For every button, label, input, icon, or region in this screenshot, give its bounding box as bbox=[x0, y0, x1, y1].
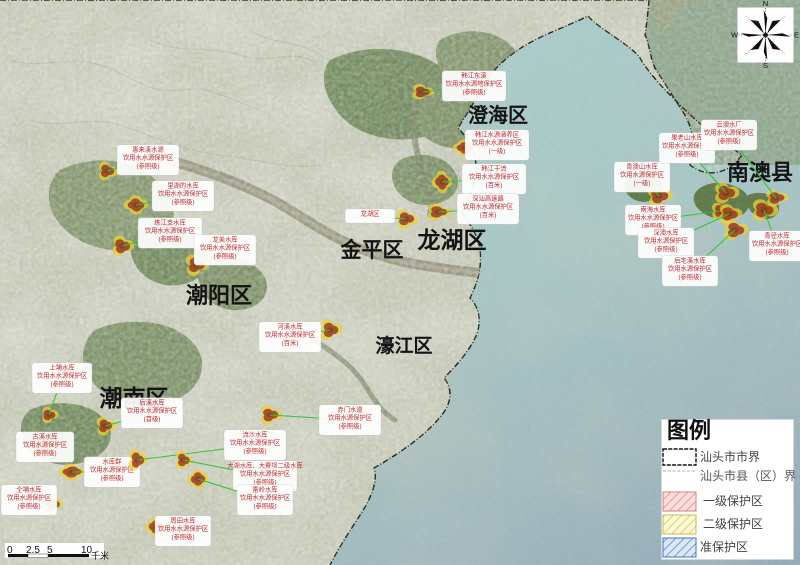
svg-text:饮用水水源地保护区: 饮用水水源地保护区 bbox=[446, 79, 503, 88]
svg-text:二级保护区: 二级保护区 bbox=[703, 517, 763, 531]
svg-text:饮用水源保护区: 饮用水源保护区 bbox=[644, 236, 688, 245]
svg-text:果老山水库: 果老山水库 bbox=[671, 132, 702, 141]
svg-text:(参照级): (参照级) bbox=[253, 477, 276, 486]
svg-text:(参照级): (参照级) bbox=[171, 532, 194, 541]
svg-text:(参照级): (参照级) bbox=[243, 446, 266, 455]
svg-text:(参照级): (参照级) bbox=[765, 247, 788, 256]
svg-text:汕头市市界: 汕头市市界 bbox=[700, 449, 760, 464]
svg-text:(一级): (一级) bbox=[489, 146, 506, 155]
svg-text:(参照级): (参照级) bbox=[253, 501, 276, 510]
svg-text:后宅溪水库: 后宅溪水库 bbox=[674, 255, 705, 264]
svg-text:(参照级): (参照级) bbox=[158, 234, 181, 243]
svg-text:千米: 千米 bbox=[91, 550, 109, 561]
svg-text:饮用水水源保护区: 饮用水水源保护区 bbox=[265, 330, 315, 339]
svg-text:饮用水水源保护区: 饮用水水源保护区 bbox=[158, 524, 208, 533]
svg-text:(参照级): (参照级) bbox=[171, 197, 194, 206]
svg-text:饮用水源保护区: 饮用水源保护区 bbox=[7, 493, 51, 502]
svg-text:(百米): (百米) bbox=[486, 180, 503, 189]
svg-text:S: S bbox=[763, 61, 768, 70]
svg-text:(百米): (百米) bbox=[282, 338, 299, 347]
svg-text:澄海区: 澄海区 bbox=[468, 103, 528, 127]
svg-text:(参照级): (参照级) bbox=[678, 272, 701, 281]
svg-text:饮用水水源保护区: 饮用水水源保护区 bbox=[127, 406, 177, 415]
svg-text:N: N bbox=[763, 0, 768, 8]
svg-text:饮用水水源保护区: 饮用水水源保护区 bbox=[469, 172, 519, 181]
svg-text:(参照级): (参照级) bbox=[136, 161, 159, 170]
svg-text:饮用水源保护区: 饮用水源保护区 bbox=[328, 413, 372, 422]
svg-text:E: E bbox=[794, 31, 799, 40]
svg-text:云澳水厂: 云澳水厂 bbox=[716, 119, 741, 128]
svg-text:(参照级): (参照级) bbox=[717, 136, 740, 145]
svg-text:南澳县: 南澳县 bbox=[727, 160, 793, 185]
svg-text:韩江干流: 韩江干流 bbox=[481, 163, 507, 172]
svg-text:(参照级): (参照级) bbox=[33, 448, 56, 457]
svg-text:(参照级): (参照级) bbox=[654, 244, 677, 253]
svg-text:饮用水源保护区: 饮用水源保护区 bbox=[90, 465, 134, 474]
svg-text:饮用水水源保护区: 饮用水水源保护区 bbox=[230, 438, 280, 447]
svg-text:龙湖区: 龙湖区 bbox=[418, 227, 487, 253]
svg-text:(一级): (一级) bbox=[634, 178, 651, 187]
svg-text:韩江东溪: 韩江东溪 bbox=[461, 70, 487, 79]
svg-text:(参照级): (参照级) bbox=[462, 87, 485, 96]
svg-text:饮用水水源保护区: 饮用水水源保护区 bbox=[37, 371, 87, 380]
svg-text:饮用水水源保护区: 饮用水水源保护区 bbox=[704, 128, 754, 137]
svg-text:饮用水水源保护区: 饮用水水源保护区 bbox=[158, 189, 208, 198]
svg-text:赤门水道: 赤门水道 bbox=[337, 404, 363, 413]
svg-text:饮用水源保护区: 饮用水源保护区 bbox=[23, 440, 67, 449]
svg-text:饮用水水源保护区: 饮用水水源保护区 bbox=[628, 213, 678, 222]
svg-text:龙湖区: 龙湖区 bbox=[361, 209, 380, 218]
svg-text:图例: 图例 bbox=[667, 418, 711, 443]
svg-text:后溪水库: 后溪水库 bbox=[139, 397, 164, 406]
svg-text:(首级): (首级) bbox=[144, 414, 161, 423]
svg-text:汕头市县（区）界: 汕头市县（区）界 bbox=[700, 468, 796, 483]
svg-text:饮用水水源保护区: 饮用水水源保护区 bbox=[200, 243, 250, 252]
svg-text:饮用水水源保护区: 饮用水水源保护区 bbox=[472, 138, 522, 147]
svg-text:流沙水库: 流沙水库 bbox=[242, 429, 267, 438]
svg-text:深汕高速路: 深汕高速路 bbox=[472, 193, 504, 202]
svg-text:饮用水水源保护区: 饮用水水源保护区 bbox=[123, 153, 173, 162]
svg-text:练江支水库: 练江支水库 bbox=[154, 217, 185, 226]
svg-text:河溪水库: 河溪水库 bbox=[277, 321, 302, 330]
svg-text:一级保护区: 一级保护区 bbox=[703, 494, 763, 508]
svg-text:(参照级): (参照级) bbox=[213, 251, 236, 260]
svg-text:里湖的水库: 里湖的水库 bbox=[167, 180, 198, 189]
svg-text:濠江区: 濠江区 bbox=[375, 334, 432, 357]
svg-text:饮用水水源保护区: 饮用水水源保护区 bbox=[145, 226, 195, 235]
svg-text:周田水库: 周田水库 bbox=[170, 515, 195, 524]
svg-text:准保护区: 准保护区 bbox=[700, 540, 748, 554]
svg-text:金平区: 金平区 bbox=[340, 238, 404, 262]
svg-text:饮用水水源保护区: 饮用水水源保护区 bbox=[240, 469, 290, 478]
svg-text:龙美水库: 龙美水库 bbox=[212, 234, 237, 243]
svg-text:韩江水源涵养区: 韩江水源涵养区 bbox=[475, 129, 519, 138]
svg-text:潮阳区: 潮阳区 bbox=[186, 283, 252, 308]
svg-text:深澳水库: 深澳水库 bbox=[653, 227, 678, 236]
svg-text:饮用水源保护区: 饮用水源保护区 bbox=[620, 170, 664, 179]
svg-text:雷岭水库: 雷岭水库 bbox=[252, 484, 277, 493]
svg-text:青澳山水库: 青澳山水库 bbox=[626, 161, 657, 170]
svg-text:饮用水水源保护区: 饮用水水源保护区 bbox=[463, 202, 513, 211]
svg-text:饮用水水源保护区: 饮用水水源保护区 bbox=[752, 239, 800, 248]
svg-text:(参照级): (参照级) bbox=[17, 501, 40, 510]
svg-text:上埔水库: 上埔水库 bbox=[49, 362, 74, 371]
svg-text:(参照级): (参照级) bbox=[675, 149, 698, 158]
svg-text:(参照级): (参照级) bbox=[100, 473, 123, 482]
svg-text:全埔水库: 全埔水库 bbox=[16, 484, 41, 493]
svg-text:青径水库: 青径水库 bbox=[764, 230, 789, 239]
svg-text:(参照级): (参照级) bbox=[338, 421, 361, 430]
svg-text:(参照级): (参照级) bbox=[50, 379, 73, 388]
svg-text:(百米): (百米) bbox=[480, 210, 497, 219]
svg-text:饮用水水源保护区: 饮用水水源保护区 bbox=[240, 493, 290, 502]
svg-text:水库群: 水库群 bbox=[103, 456, 123, 465]
svg-text:饮用水源保护区: 饮用水源保护区 bbox=[668, 264, 712, 273]
svg-text:南海水库: 南海水库 bbox=[640, 204, 665, 213]
svg-text:惠来溪水源: 惠来溪水源 bbox=[132, 144, 164, 153]
svg-text:古溪水库: 古溪水库 bbox=[32, 431, 57, 440]
svg-text:大湖水库、大寮坝二级水库: 大湖水库、大寮坝二级水库 bbox=[227, 460, 303, 469]
svg-text:W: W bbox=[731, 31, 739, 40]
